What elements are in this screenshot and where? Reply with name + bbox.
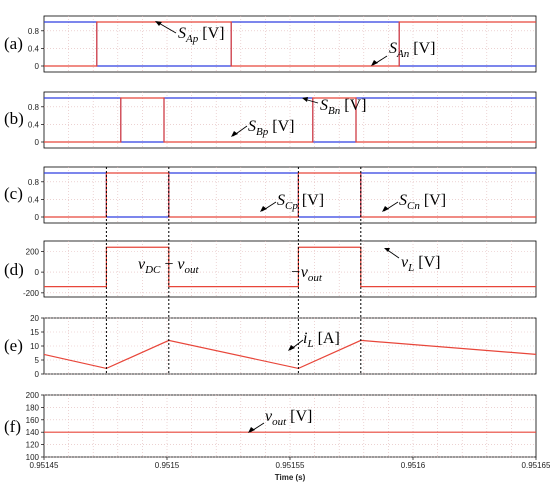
panel-e-y-ticks: 0 5 10 15 20	[30, 314, 44, 379]
sap-sub: Ap	[185, 33, 199, 45]
sap-unit: [V]	[198, 25, 224, 42]
panel-f-grid	[44, 395, 536, 457]
svg-text:vout [V]: vout [V]	[265, 408, 312, 428]
y-tick-label: 10	[30, 342, 39, 351]
panel-b-label: (b)	[4, 109, 24, 128]
svg-text:vL [V]: vL [V]	[401, 254, 440, 274]
y-tick-label: 180	[26, 403, 40, 412]
panel-e: (e) 0 5 10 15 20 iL [A]	[4, 314, 536, 379]
panel-f: (f) 100120140160180200 0.95145 0.9515 0.95…	[4, 391, 550, 482]
il-unit: [A]	[314, 330, 340, 347]
svg-text:SAp [V]: SAp [V]	[178, 25, 224, 45]
scn-main: S	[399, 192, 407, 209]
svg-text:SCn [V]: SCn [V]	[399, 192, 446, 212]
panel-c: (c) 00.40.8 SCp [V] SCn [V]	[4, 167, 536, 223]
sap-main: S	[178, 25, 186, 42]
x-tick-label: 0.95155	[276, 461, 305, 470]
y-tick-label: 15	[30, 328, 39, 337]
annotation-vl: vL [V]	[384, 248, 440, 274]
scp-main: S	[277, 192, 285, 209]
x-tick-label: 0.95165	[522, 461, 550, 470]
vout-unit: [V]	[286, 408, 312, 425]
x-tick-label: 0.95145	[30, 461, 59, 470]
panel-a-label: (a)	[4, 34, 23, 53]
panel-f-label: (f)	[4, 417, 21, 436]
svg-text:iL [A]: iL [A]	[303, 330, 340, 350]
panel-c-label: (c)	[4, 184, 23, 203]
svg-text:SBp [V]: SBp [V]	[248, 118, 294, 138]
y-tick-label: 0.8	[28, 27, 40, 36]
scp-unit: [V]	[298, 192, 324, 209]
svg-text:SAn [V]: SAn [V]	[389, 40, 435, 60]
y-tick-label: 0	[35, 268, 40, 277]
panel-d-y-ticks: -200 0 200	[23, 247, 44, 297]
mvout-main: −v	[290, 264, 309, 281]
y-tick-label: 140	[26, 428, 40, 437]
panel-c-grid	[44, 167, 536, 223]
sbp-unit: [V]	[268, 118, 294, 135]
y-tick-label: 120	[26, 441, 40, 450]
panel-e-label: (e)	[4, 336, 23, 355]
y-tick-label: 0.4	[28, 44, 40, 53]
vl-sub: L	[407, 262, 414, 274]
annotation-minus-vout: −vout	[290, 264, 323, 284]
san-unit: [V]	[409, 40, 435, 57]
panel-a-y-ticks: 0 0.4 0.8	[28, 27, 44, 71]
y-tick-label: -200	[23, 289, 40, 298]
svg-text:SCp [V]: SCp [V]	[277, 192, 324, 212]
vdc-sub2: out	[185, 264, 200, 276]
panel-b: (b) 00.40.8 SBn [V] SBp [V]	[4, 92, 536, 148]
panel-a: (a) 00.40.8 SAp [V] SAn [V]	[4, 16, 536, 72]
san-main: S	[389, 40, 397, 57]
panel-a-grid	[44, 16, 536, 72]
sbp-sub: Bp	[256, 126, 269, 138]
y-tick-label: 0	[35, 62, 40, 71]
sbn-main: S	[320, 97, 328, 114]
san-sub: An	[396, 48, 410, 60]
panel-d-label: (d)	[4, 260, 24, 279]
y-tick-label: 0	[35, 138, 40, 147]
y-tick-label: 0	[35, 213, 40, 222]
y-tick-label: 5	[35, 356, 40, 365]
x-tick-label: 0.9516	[401, 461, 426, 470]
y-tick-label: 0.4	[28, 195, 40, 204]
x-axis-ticks: 0.95145 0.9515 0.95155 0.9516 0.95165	[30, 457, 550, 470]
x-tick-label: 0.9515	[155, 461, 180, 470]
y-tick-label: 0.8	[28, 178, 40, 187]
y-tick-label: 0.4	[28, 120, 40, 129]
panel-b-y-ticks: 0 0.4 0.8	[28, 103, 44, 147]
sbn-sub: Bn	[328, 105, 341, 117]
y-tick-label: 200	[26, 247, 40, 256]
x-axis-label: Time (s)	[275, 473, 306, 482]
il-sub: L	[306, 338, 313, 350]
svg-text:SBn [V]: SBn [V]	[320, 97, 366, 117]
sbn-unit: [V]	[340, 97, 366, 114]
annotation-scn: SCn [V]	[382, 192, 446, 212]
vl-unit: [V]	[414, 254, 440, 271]
y-tick-label: 0	[35, 370, 40, 379]
annotation-vout: vout [V]	[248, 408, 312, 433]
annotation-il: iL [A]	[288, 330, 340, 351]
scn-sub: Cn	[407, 200, 420, 212]
y-tick-label: 200	[26, 391, 40, 400]
panel-c-y-ticks: 0 0.4 0.8	[28, 178, 44, 222]
mvout-sub: out	[308, 272, 323, 284]
vdc-sub: DC	[144, 264, 161, 276]
scn-unit: [V]	[420, 192, 446, 209]
panel-d: (d) -2000200 vDC − vout −vout vL [V]	[4, 241, 536, 298]
annotation-san: SAn [V]	[371, 40, 435, 66]
y-tick-label: 160	[26, 416, 40, 425]
panel-e-grid	[44, 318, 536, 374]
y-tick-label: 20	[30, 314, 39, 323]
vout-sub: out	[272, 416, 287, 428]
scp-sub: Cp	[285, 200, 298, 212]
annotation-sap: SAp [V]	[155, 21, 224, 45]
sbp-main: S	[248, 118, 256, 135]
panel-f-y-ticks: 100 120 140 160 180 200	[26, 391, 44, 462]
y-tick-label: 0.8	[28, 103, 40, 112]
